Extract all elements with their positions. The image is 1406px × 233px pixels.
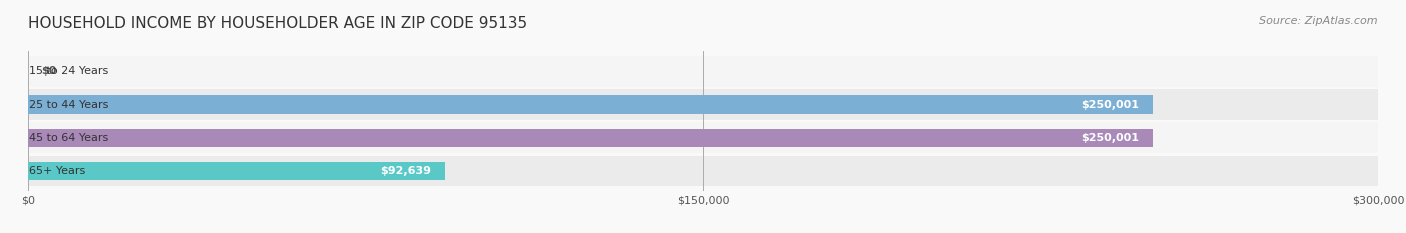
- Bar: [28, 89, 1378, 120]
- Text: 25 to 44 Years: 25 to 44 Years: [30, 99, 108, 110]
- Bar: [28, 95, 1153, 114]
- Text: 45 to 64 Years: 45 to 64 Years: [30, 133, 108, 143]
- Bar: [28, 156, 1378, 186]
- Text: 15 to 24 Years: 15 to 24 Years: [30, 66, 108, 76]
- Text: 65+ Years: 65+ Years: [30, 166, 86, 176]
- Text: $250,001: $250,001: [1081, 99, 1139, 110]
- Bar: [28, 123, 1378, 153]
- Text: $92,639: $92,639: [381, 166, 432, 176]
- Text: HOUSEHOLD INCOME BY HOUSEHOLDER AGE IN ZIP CODE 95135: HOUSEHOLD INCOME BY HOUSEHOLDER AGE IN Z…: [28, 16, 527, 31]
- Bar: [28, 56, 1378, 86]
- Bar: [28, 129, 1153, 147]
- Text: $250,001: $250,001: [1081, 133, 1139, 143]
- Text: Source: ZipAtlas.com: Source: ZipAtlas.com: [1260, 16, 1378, 26]
- Bar: [28, 162, 444, 180]
- Text: $0: $0: [42, 66, 58, 76]
